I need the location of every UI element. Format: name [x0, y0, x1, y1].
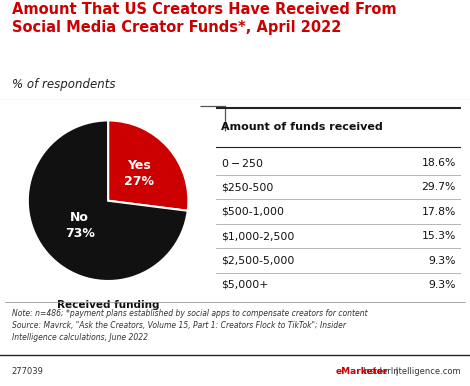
Text: $500-1,000: $500-1,000 — [221, 207, 284, 217]
Text: 18.6%: 18.6% — [421, 158, 456, 168]
Text: $5,000+: $5,000+ — [221, 280, 268, 290]
Text: 9.3%: 9.3% — [428, 280, 456, 290]
Text: Yes
27%: Yes 27% — [125, 159, 155, 188]
Text: 277039: 277039 — [12, 367, 44, 376]
Text: 17.8%: 17.8% — [421, 207, 456, 217]
Text: 9.3%: 9.3% — [428, 256, 456, 266]
Text: Amount That US Creators Have Received From
Social Media Creator Funds*, April 20: Amount That US Creators Have Received Fr… — [12, 2, 396, 35]
Text: 15.3%: 15.3% — [421, 231, 456, 241]
Text: |: | — [393, 367, 401, 376]
Text: $1,000-2,500: $1,000-2,500 — [221, 231, 295, 241]
Text: eMarketer: eMarketer — [335, 367, 388, 376]
Text: Note: n=486; *payment plans established by social apps to compensate creators fo: Note: n=486; *payment plans established … — [12, 309, 368, 342]
Text: InsiderIntelligence.com: InsiderIntelligence.com — [362, 367, 461, 376]
Text: Received funding: Received funding — [57, 300, 159, 310]
Text: 29.7%: 29.7% — [421, 182, 456, 192]
Text: No
73%: No 73% — [65, 211, 95, 240]
Wedge shape — [108, 120, 188, 211]
Text: $0-$250: $0-$250 — [221, 157, 264, 169]
Wedge shape — [28, 120, 188, 281]
Text: Amount of funds received: Amount of funds received — [221, 122, 383, 132]
Text: $2,500-5,000: $2,500-5,000 — [221, 256, 295, 266]
Text: % of respondents: % of respondents — [12, 78, 115, 91]
Text: $250-500: $250-500 — [221, 182, 274, 192]
